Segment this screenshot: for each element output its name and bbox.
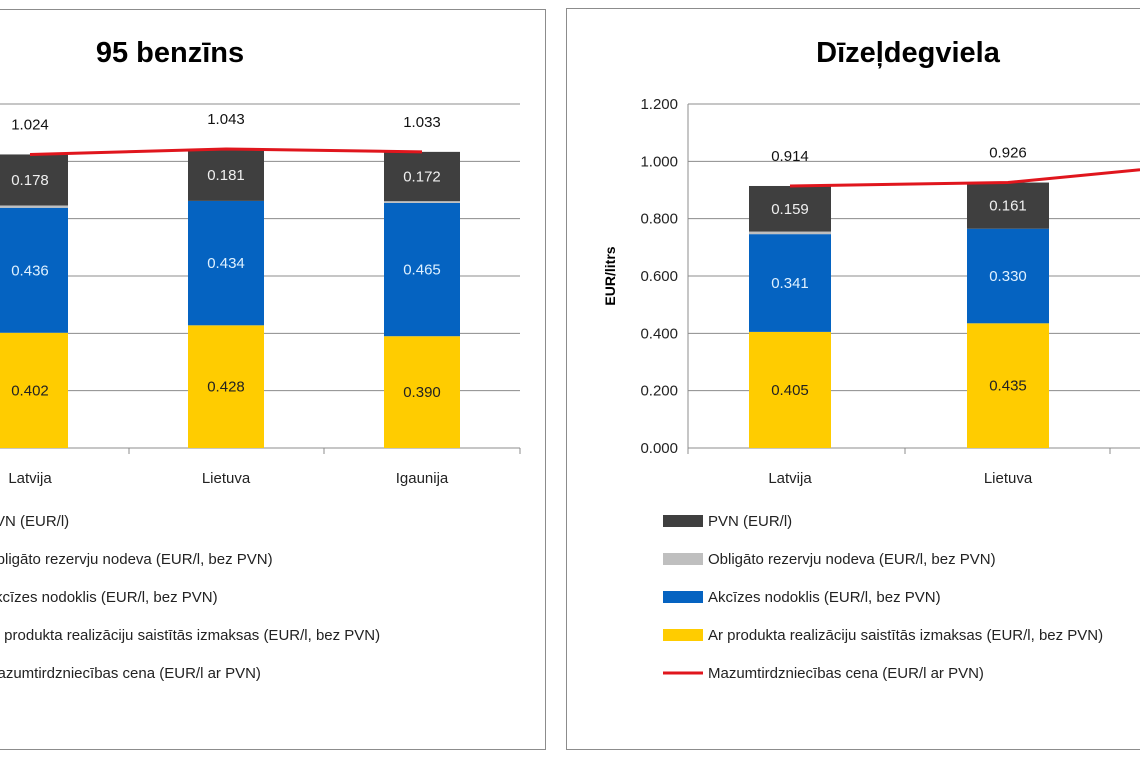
bar-segment-product: [749, 331, 831, 448]
chart-petrol: 95 benzīns 0.402 0.436 0.178 0.428 0.434 0.18…: [0, 37, 521, 682]
data-label-retail: 1.033: [403, 114, 441, 131]
legend-label: Akcīzes nodoklis (EUR/l, bez PVN): [0, 589, 218, 606]
data-label-excise: 0.465: [403, 262, 441, 279]
data-label-product: 0.428: [207, 379, 245, 396]
data-label-product: 0.435: [989, 378, 1027, 395]
x-category-label: Latvija: [8, 470, 52, 487]
bar-segment-pvn: [749, 185, 831, 232]
bar-segment-reserve: [384, 201, 460, 203]
legend-swatch-pvn: [663, 515, 703, 527]
legend-label: Mazumtirdzniecības cena (EUR/l ar PVN): [708, 665, 984, 682]
x-category-label: Lietuva: [984, 470, 1033, 487]
bar-segment-excise: [384, 202, 460, 337]
bar-segment-pvn: [188, 149, 264, 201]
bar-segment-reserve: [749, 231, 831, 235]
legend-label: Obligāto rezervju nodeva (EUR/l, bez PVN…: [708, 551, 996, 568]
data-label-excise: 0.434: [207, 255, 245, 272]
legend-label: Mazumtirdzniecības cena (EUR/l ar PVN): [0, 665, 261, 682]
bar-segment-pvn: [384, 151, 460, 202]
bar-segment-product: [967, 323, 1049, 448]
data-label-product: 0.390: [403, 384, 441, 401]
data-label-pvn: 0.178: [11, 172, 49, 189]
chart-title: Dīzeļdegviela: [816, 37, 1001, 69]
bar-segment-excise: [0, 207, 68, 333]
data-label-pvn: 0.172: [403, 169, 441, 186]
y-tick-label: 0.000: [640, 440, 678, 457]
data-label-product: 0.405: [771, 382, 809, 399]
legend-label: Ar produkta realizāciju saistītās izmaks…: [708, 627, 1103, 644]
bar-segment-excise: [188, 200, 264, 326]
bar-segment-product: [0, 332, 68, 448]
data-label-product: 0.402: [11, 382, 49, 399]
data-label-pvn: 0.161: [989, 198, 1027, 215]
y-tick-label: 0.600: [640, 268, 678, 285]
y-tick-label: 1.000: [640, 153, 678, 170]
legend-swatch-reserve: [663, 553, 703, 565]
data-label-excise: 0.330: [989, 268, 1027, 285]
bar-segment-reserve: [0, 205, 68, 208]
data-label-retail: 0.914: [771, 148, 809, 165]
chart-diesel: Dīzeļdegviela EUR/litrs 0.405 0.341 0.159 0…: [602, 37, 1140, 682]
bar-segment-product: [188, 325, 264, 448]
bar-segment-excise: [967, 228, 1049, 324]
legend-label: Akcīzes nodoklis (EUR/l, bez PVN): [708, 589, 941, 606]
y-tick-label: 1.200: [640, 96, 678, 113]
data-label-retail: 1.043: [207, 111, 245, 128]
chart-title: 95 benzīns: [96, 37, 244, 69]
bar-segment-product: [384, 336, 460, 448]
data-label-pvn: 0.159: [771, 201, 809, 218]
bar-segment-pvn: [0, 154, 68, 206]
y-tick-label: 0.200: [640, 383, 678, 400]
y-axis-label: EUR/litrs: [602, 246, 618, 305]
x-category-label: Lietuva: [202, 470, 251, 487]
legend-swatch-excise: [663, 591, 703, 603]
legend-label: PVN (EUR/l): [0, 513, 69, 530]
data-label-retail: 1.024: [11, 116, 49, 133]
bar-segment-pvn: [967, 182, 1049, 229]
x-category-label: Igaunija: [396, 470, 449, 487]
legend-label: Obligāto rezervju nodeva (EUR/l, bez PVN…: [0, 551, 273, 568]
retail-price-line: [789, 168, 1140, 188]
legend-label: Ar produkta realizāciju saistītās izmaks…: [0, 627, 380, 644]
bar-segment-excise: [749, 234, 831, 332]
legend-swatch-product: [663, 629, 703, 641]
data-label-pvn: 0.181: [207, 167, 245, 184]
y-tick-label: 0.400: [640, 325, 678, 342]
retail-price-line: [29, 147, 423, 156]
data-label-excise: 0.436: [11, 262, 49, 279]
data-label-excise: 0.341: [771, 275, 809, 292]
data-label-retail: 0.926: [989, 145, 1027, 162]
legend-label: PVN (EUR/l): [708, 513, 792, 530]
x-category-label: Latvija: [768, 470, 812, 487]
y-tick-label: 0.800: [640, 211, 678, 228]
